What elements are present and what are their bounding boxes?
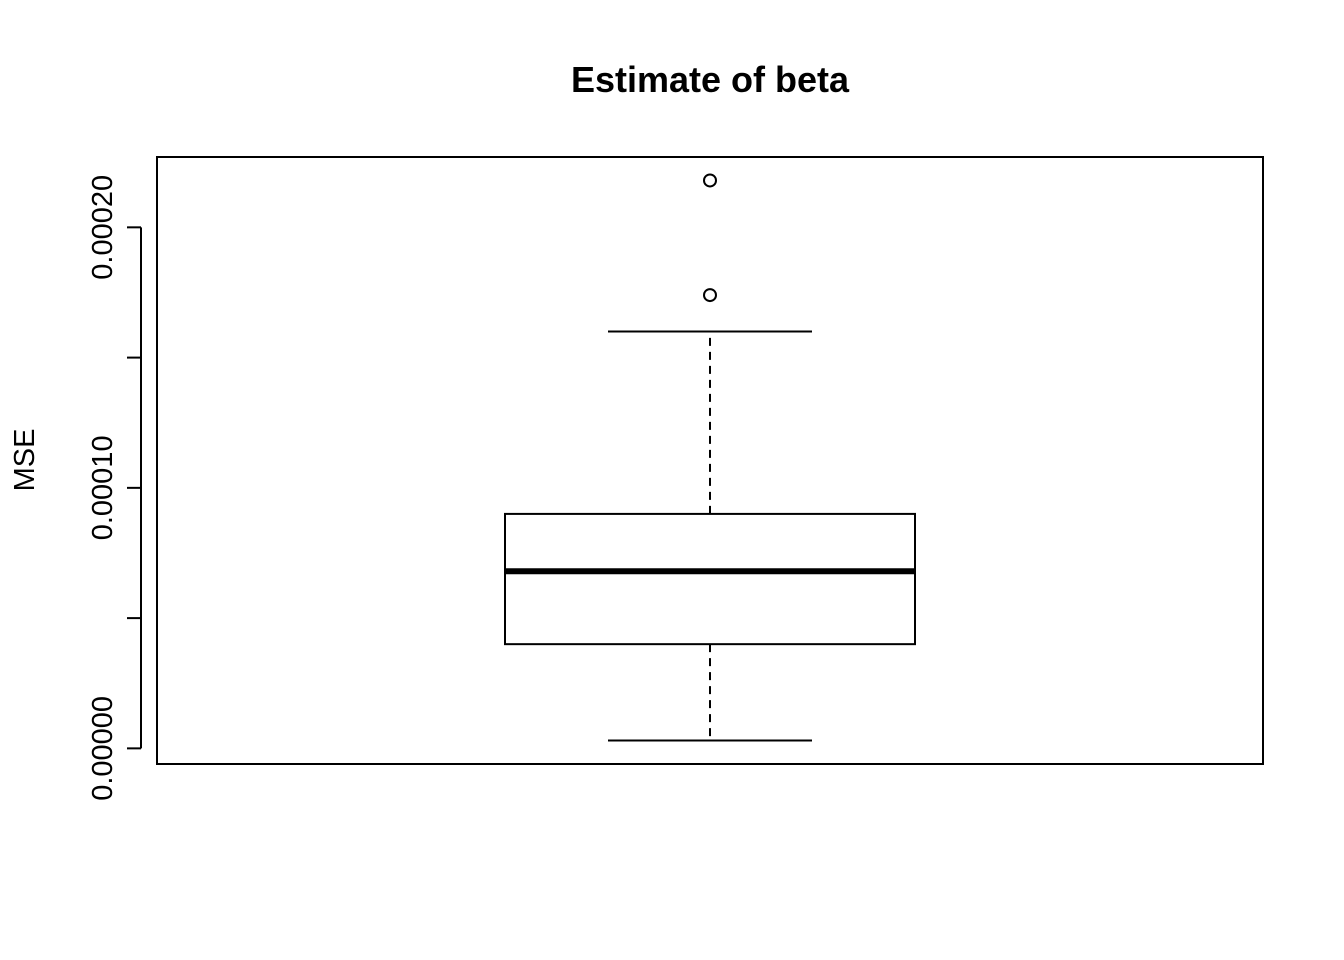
plot-frame — [156, 156, 1264, 765]
y-axis-label: MSE — [9, 429, 41, 492]
box-group — [504, 173, 916, 742]
y-tick-label: 0.00010 — [87, 435, 119, 540]
outlier-point — [703, 173, 717, 188]
outlier-point — [703, 288, 717, 303]
y-tick-label: 0.00000 — [87, 696, 119, 801]
chart-title: Estimate of beta — [571, 59, 850, 100]
interquartile-box — [504, 512, 916, 646]
y-axis: 0.00000 0.00010 0.00020 — [87, 175, 142, 801]
y-tick-label: 0.00020 — [87, 175, 119, 280]
